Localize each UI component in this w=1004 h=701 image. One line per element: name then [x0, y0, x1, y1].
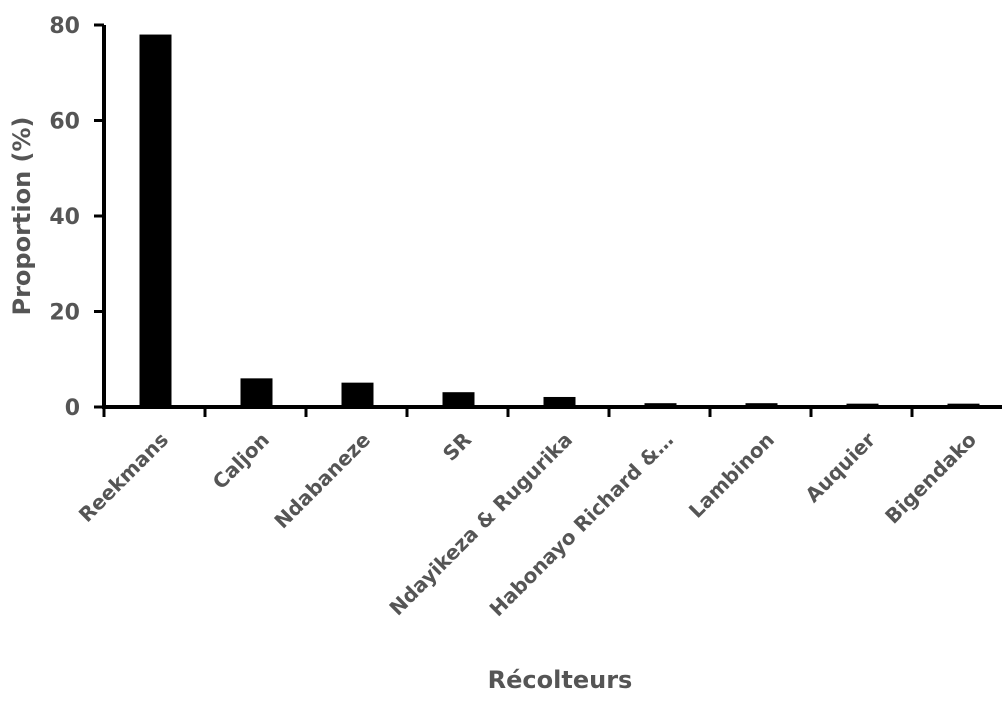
- x-tick-label-1: Caljon: [208, 428, 274, 494]
- x-axis-title: Récolteurs: [488, 666, 633, 694]
- axes-group: [102, 25, 1002, 409]
- x-tick-label-7: Auquier: [800, 427, 880, 507]
- x-tick-label-2: Ndabaneze: [269, 428, 375, 534]
- bar-4: [543, 396, 576, 407]
- y-tick-label-1: 20: [49, 301, 80, 326]
- x-tick-label-6: Lambinon: [684, 428, 779, 523]
- bar-2: [341, 382, 374, 407]
- bar-1: [240, 378, 273, 407]
- bar-0: [139, 34, 172, 408]
- bar-3: [442, 392, 475, 407]
- y-tick-label-3: 60: [49, 110, 80, 135]
- x-tick-label-0: Reekmans: [74, 428, 173, 527]
- x-tick-label-3: SR: [438, 428, 476, 466]
- y-tick-label-0: 0: [65, 396, 80, 421]
- x-tick-label-4: Ndayikeza & Rugurika: [384, 428, 577, 621]
- y-ticks-group: 0 20 40 60 80: [49, 14, 104, 421]
- y-axis-title: Proportion (%): [8, 116, 36, 315]
- y-tick-label-2: 40: [49, 205, 80, 230]
- x-tick-label-8: Bigendako: [880, 428, 981, 529]
- y-tick-label-4: 80: [49, 14, 80, 39]
- x-tick-label-5: Habonayo Richard &…: [485, 428, 678, 621]
- bars-group: [139, 34, 980, 408]
